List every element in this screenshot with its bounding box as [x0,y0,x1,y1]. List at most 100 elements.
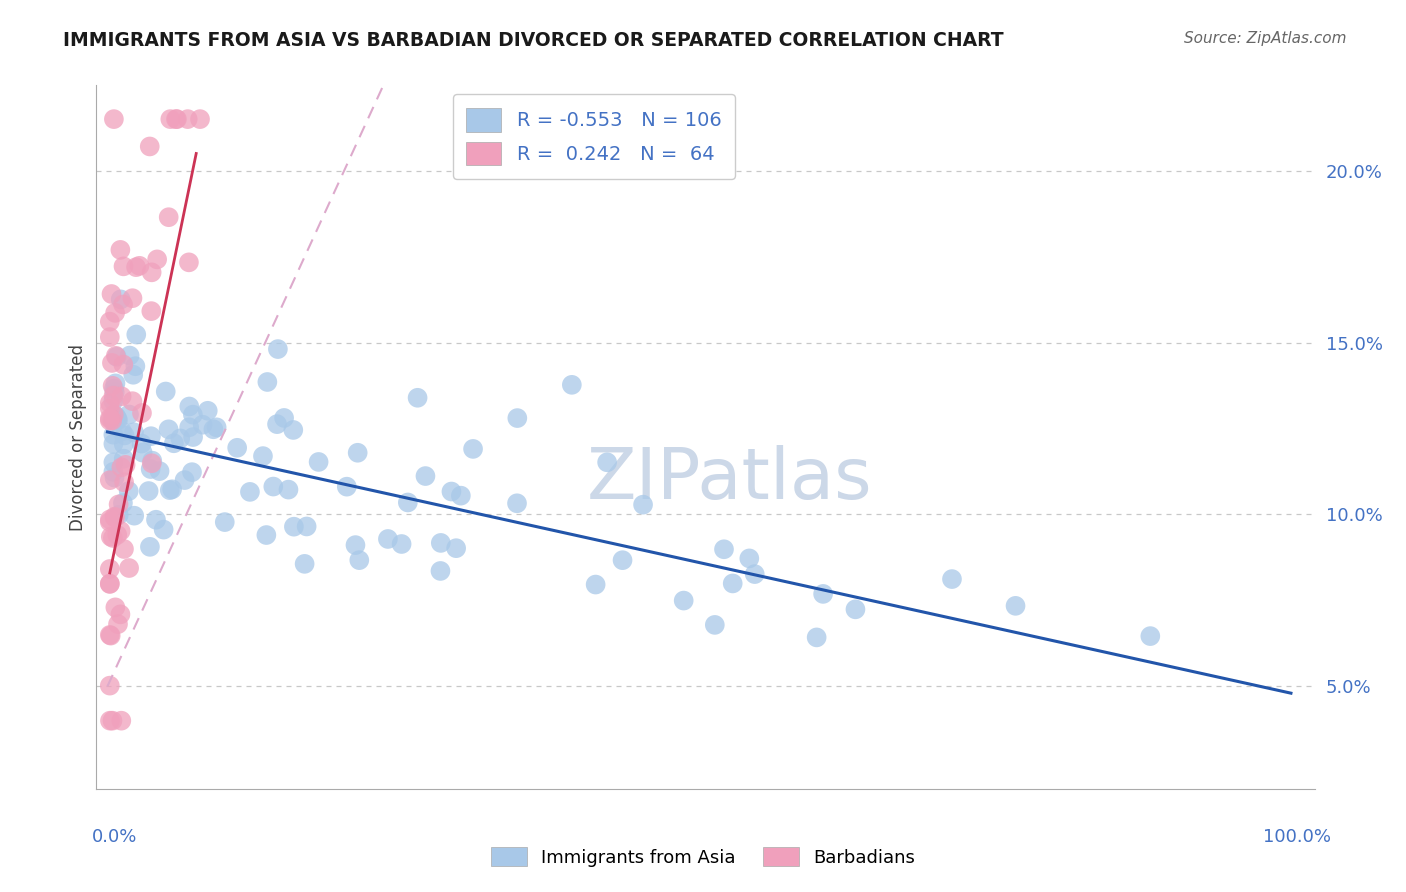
Point [429,564,451,578]
Point [114,458,136,472]
Point [107,617,129,632]
Point [104,600,127,615]
Point [160,483,183,497]
Point [103,382,125,396]
Point [98,315,121,329]
Point [98,411,121,425]
Point [336,480,359,494]
Point [121,291,143,305]
Point [100,629,122,643]
Text: Source: ZipAtlas.com: Source: ZipAtlas.com [1184,31,1347,46]
Point [118,408,141,422]
Text: 0.0%: 0.0% [91,828,136,846]
Point [139,139,162,153]
Point [98,714,121,728]
Point [703,618,725,632]
Point [98,414,121,428]
Point [406,391,429,405]
Point [139,540,162,554]
Point [124,359,146,374]
Point [169,431,191,445]
Point [104,349,127,363]
Point [103,437,125,451]
Point [104,409,127,423]
Point [110,460,132,475]
Point [104,306,127,320]
Point [105,528,128,542]
Point [107,497,129,511]
Point [103,112,125,127]
Point [98,628,121,642]
Point [110,389,132,403]
Point [283,423,305,437]
Point [139,462,162,476]
Point [202,422,225,436]
Point [179,420,201,434]
Point [159,112,181,127]
Point [98,330,121,344]
Point [205,420,228,434]
Point [181,408,204,422]
Point [631,498,654,512]
Point [103,455,125,469]
Point [100,530,122,544]
Point [344,538,367,552]
Point [806,631,828,645]
Point [176,112,198,127]
Point [141,453,163,467]
Point [844,602,866,616]
Point [145,513,167,527]
Point [112,437,135,451]
Text: ZIPatlas: ZIPatlas [586,445,872,514]
Legend: R = -0.553   N = 106, R =  0.242   N =  64: R = -0.553 N = 106, R = 0.242 N = 64 [453,95,735,179]
Point [561,377,583,392]
Point [461,442,484,456]
Point [148,464,170,478]
Point [101,356,124,370]
Point [157,210,180,224]
Point [155,384,177,399]
Point [179,400,201,414]
Point [111,496,134,510]
Point [131,445,153,459]
Point [152,523,174,537]
Point [141,265,163,279]
Point [100,287,122,301]
Text: IMMIGRANTS FROM ASIA VS BARBADIAN DIVORCED OR SEPARATED CORRELATION CHART: IMMIGRANTS FROM ASIA VS BARBADIAN DIVORC… [63,31,1004,50]
Point [121,394,143,409]
Point [122,508,145,523]
Point [165,112,187,127]
Point [118,561,141,575]
Point [103,414,125,428]
Point [672,593,695,607]
Point [346,446,368,460]
Point [104,510,127,524]
Point [112,260,135,274]
Point [163,436,186,450]
Point [166,112,188,127]
Point [444,541,467,556]
Point [277,483,299,497]
Point [713,542,735,557]
Point [98,562,121,576]
Point [111,425,134,439]
Point [104,376,127,391]
Point [112,475,135,490]
Point [122,425,145,440]
Point [98,401,121,416]
Point [107,413,129,427]
Point [139,429,162,443]
Point [105,412,128,426]
Point [252,449,274,463]
Point [506,496,529,510]
Point [98,473,121,487]
Point [396,495,419,509]
Point [181,430,204,444]
Point [131,406,153,420]
Point [128,259,150,273]
Point [1004,599,1026,613]
Point [239,484,262,499]
Point [450,489,472,503]
Point [191,417,214,432]
Point [349,553,371,567]
